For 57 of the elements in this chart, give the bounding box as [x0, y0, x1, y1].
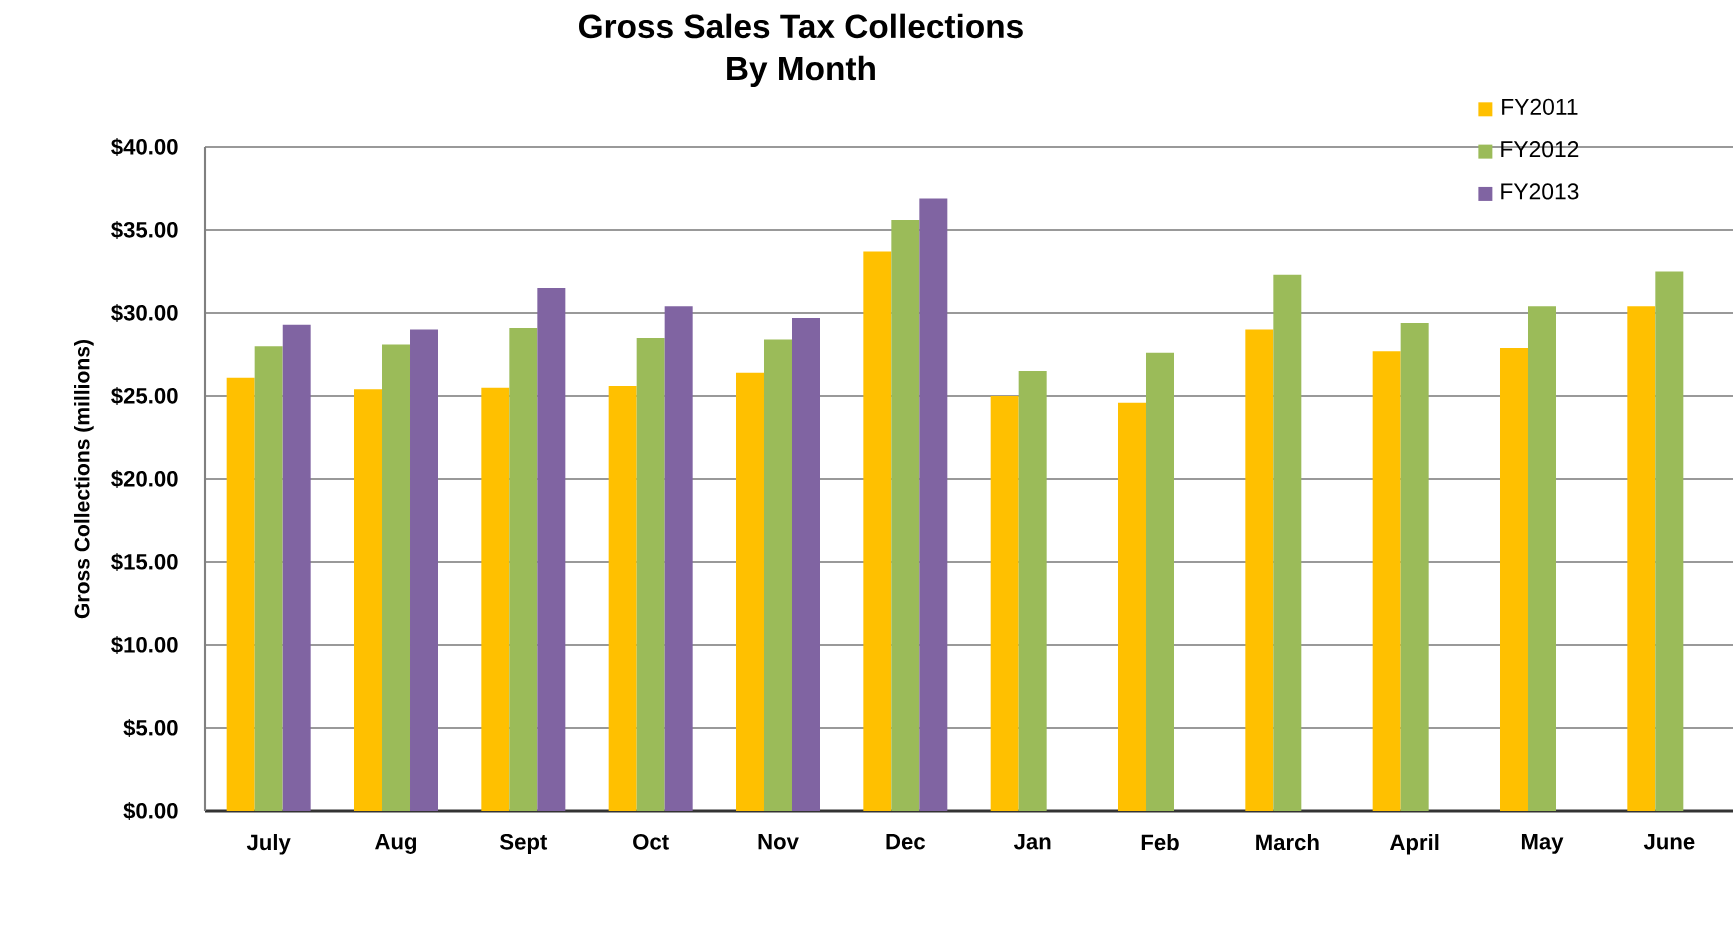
x-tick-label: June — [1643, 833, 1695, 850]
bar — [509, 327, 538, 812]
y-tick-label: $40.00 — [111, 137, 178, 157]
x-tick-label: Sept — [500, 833, 548, 854]
y-tick-label: $10.00 — [111, 635, 178, 655]
bar — [254, 346, 283, 812]
x-tick-label: July — [246, 833, 291, 855]
y-tick-label: $20.00 — [111, 469, 178, 489]
bar — [1627, 306, 1656, 812]
y-tick-label: $5.00 — [123, 718, 178, 738]
bar — [1528, 306, 1556, 812]
bar — [410, 329, 438, 812]
bar — [1372, 351, 1401, 812]
bar — [608, 386, 637, 812]
bar — [919, 198, 948, 812]
y-tick-label: $25.00 — [111, 386, 178, 406]
bar — [990, 396, 1019, 812]
y-tick-label: $30.00 — [111, 303, 178, 323]
x-tick-label: April — [1390, 833, 1439, 855]
y-axis-title: Gross Collections (millions) — [74, 340, 94, 619]
bar — [764, 339, 792, 812]
bar — [1146, 352, 1174, 812]
bar — [481, 387, 510, 812]
bar — [1500, 347, 1528, 812]
bar — [537, 288, 566, 812]
chart-subtitle: By Month — [727, 55, 875, 87]
bar — [1400, 322, 1429, 812]
bar — [1117, 402, 1146, 812]
bar — [863, 251, 892, 812]
x-tick-label: Feb — [1141, 833, 1179, 851]
bar — [354, 389, 383, 812]
x-tick-label: Nov — [758, 833, 799, 850]
bar — [282, 324, 311, 812]
bar — [792, 317, 820, 812]
bar — [736, 372, 764, 812]
x-tick-label: Dec — [886, 833, 926, 850]
y-tick-label: $0.00 — [123, 801, 178, 821]
y-tick-label: $35.00 — [111, 220, 178, 240]
x-tick-label: Jan — [1013, 833, 1051, 850]
x-tick-label: Aug — [375, 833, 417, 854]
legend-label: FY2012 — [1501, 141, 1579, 158]
x-tick-label: March — [1256, 833, 1319, 851]
chart-title: Gross Sales Tax Collections — [579, 13, 1023, 39]
bar — [664, 306, 693, 812]
bar — [1018, 371, 1047, 812]
bar — [226, 377, 255, 812]
y-tick-label: $15.00 — [111, 552, 178, 572]
bar — [1245, 329, 1274, 812]
legend-label: FY2011 — [1502, 98, 1578, 115]
bar — [1273, 274, 1302, 812]
bar — [636, 337, 665, 812]
bar — [891, 220, 920, 812]
legend-label: FY2013 — [1501, 183, 1579, 200]
bar — [1655, 271, 1684, 812]
x-tick-label: May — [1521, 833, 1564, 854]
x-tick-label: Oct — [633, 833, 669, 850]
bar — [382, 344, 411, 812]
